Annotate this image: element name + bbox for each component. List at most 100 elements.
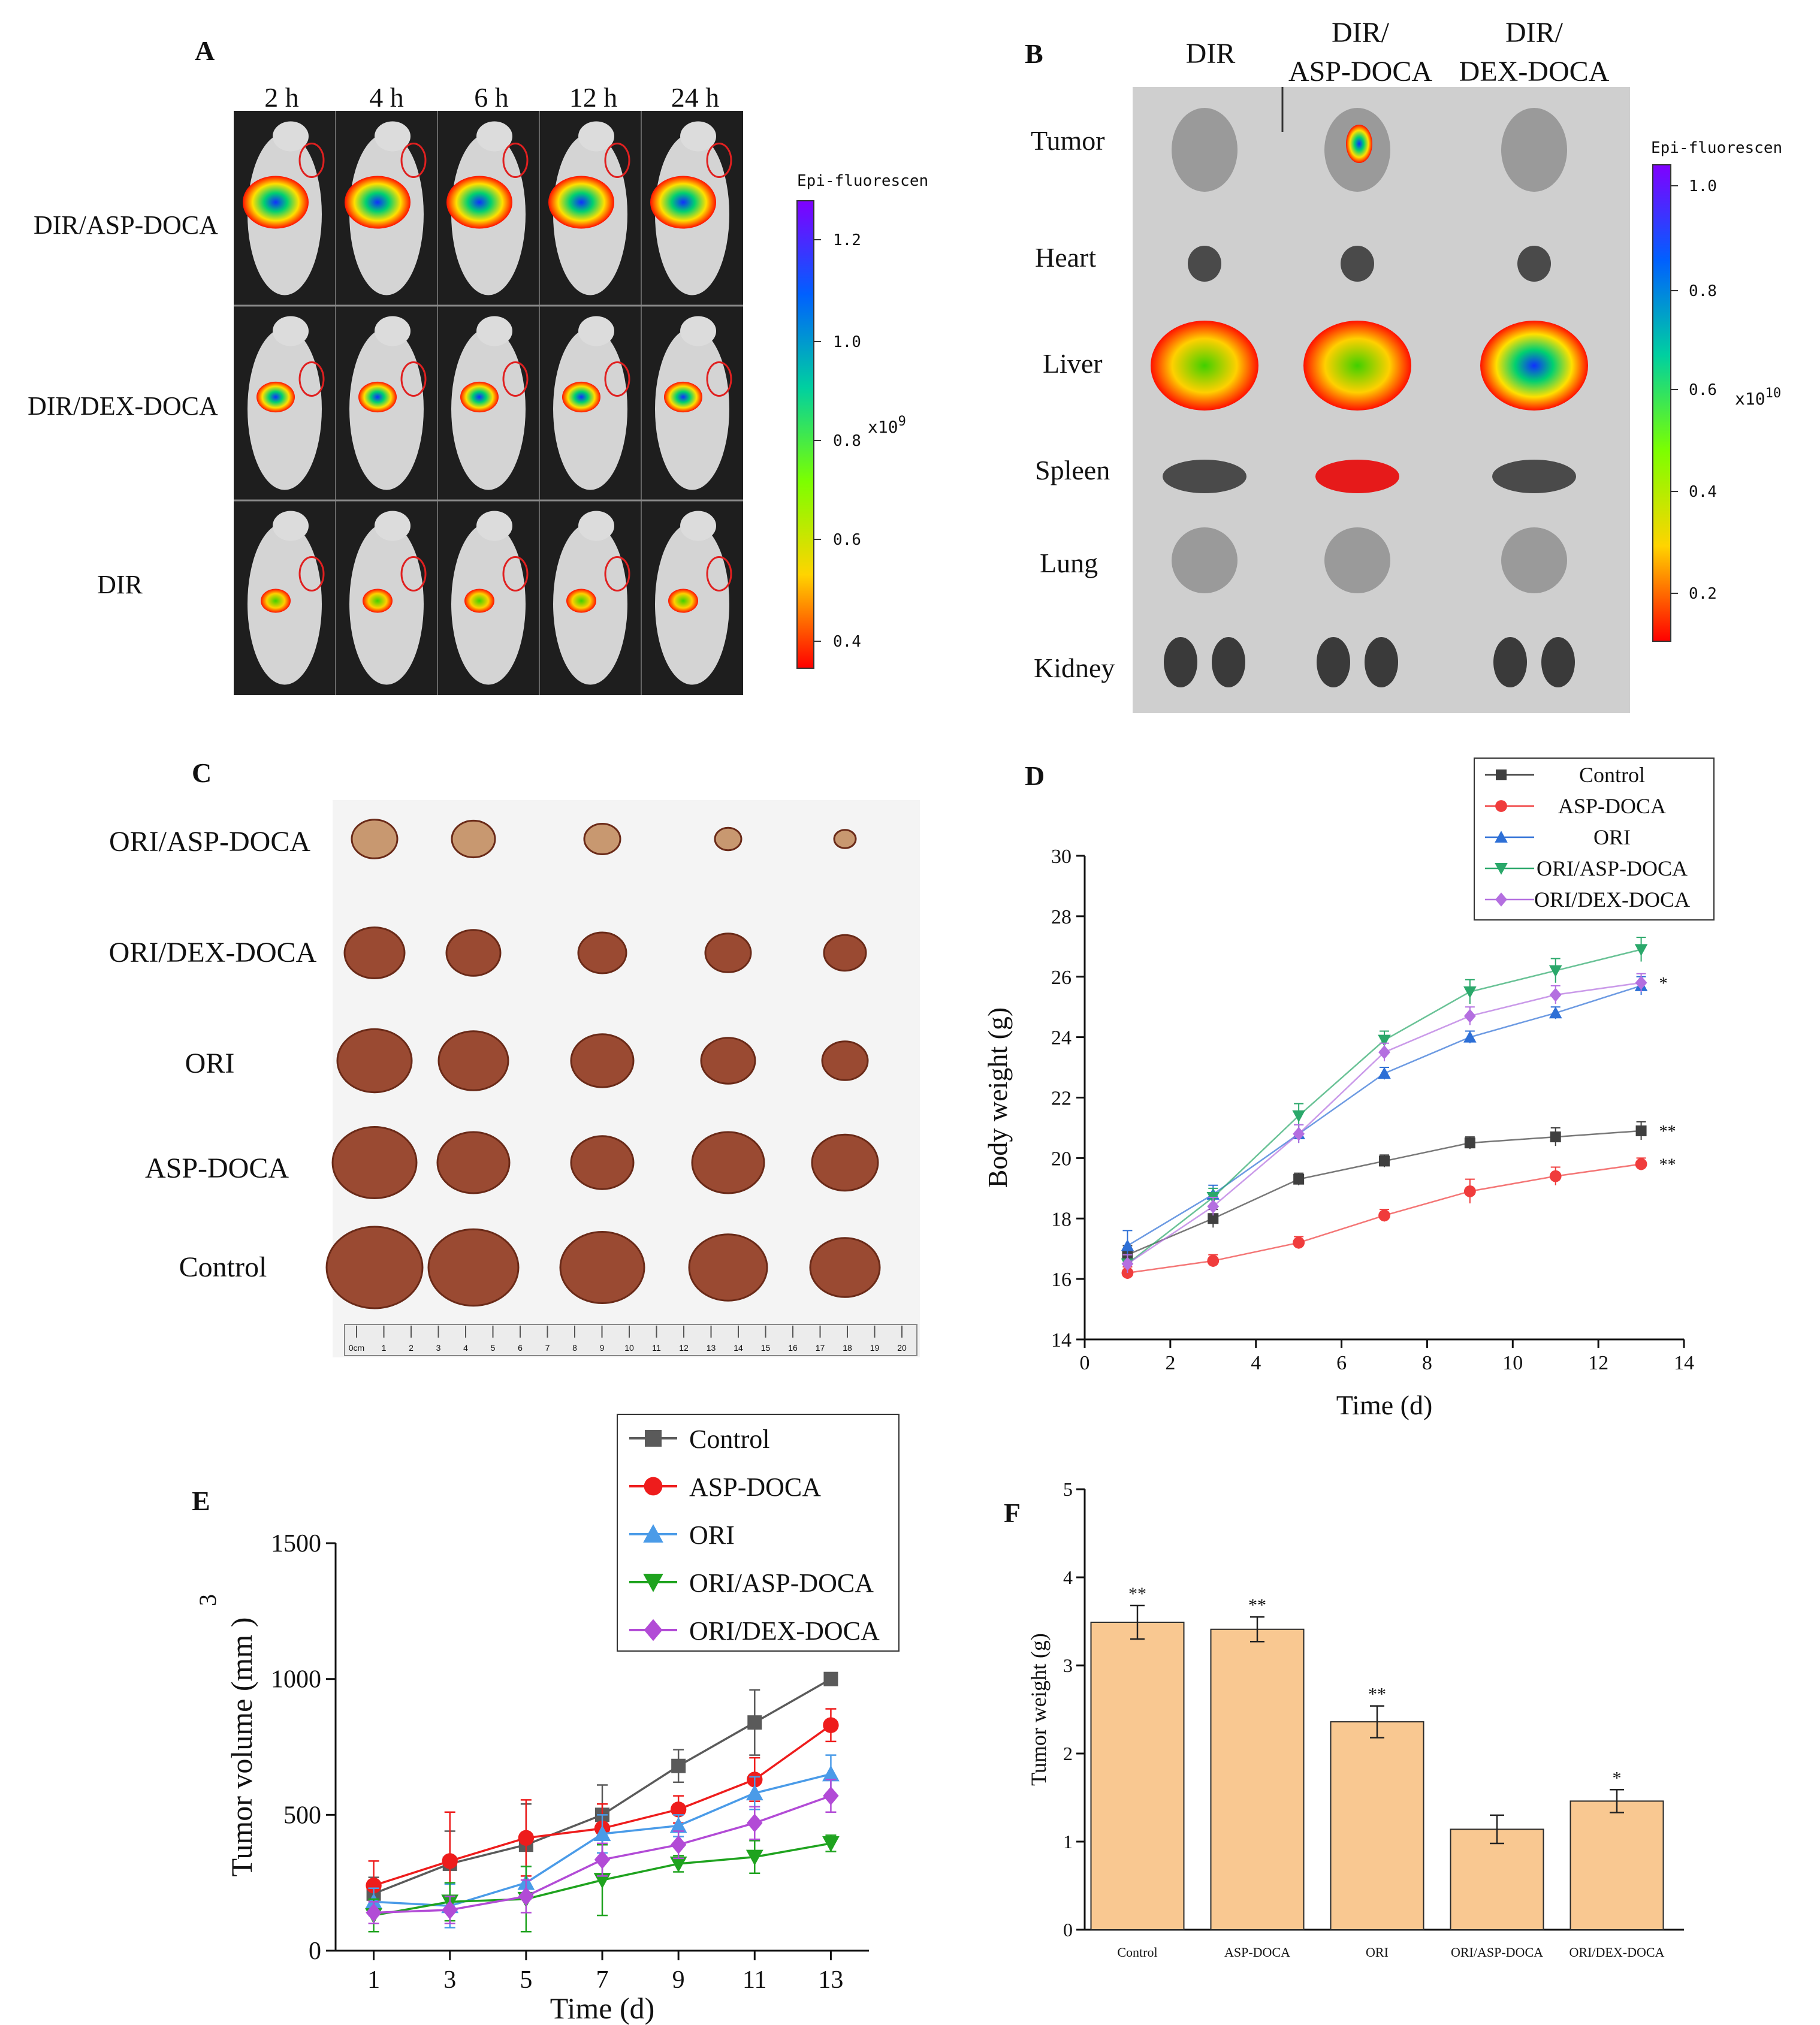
x-tick-label: 12 xyxy=(1588,1352,1608,1374)
tumor-specimen xyxy=(325,1226,424,1309)
data-point xyxy=(1293,1127,1305,1141)
data-point xyxy=(518,1887,535,1906)
ruler-label: 0cm xyxy=(349,1343,364,1353)
bar xyxy=(1570,1800,1664,1930)
x-tick-label: 4 xyxy=(1251,1352,1261,1374)
tumor-specimen xyxy=(577,931,627,974)
bar xyxy=(1330,1721,1424,1931)
data-point xyxy=(1495,892,1507,907)
y-tick-label: 2 xyxy=(1063,1743,1073,1764)
data-point xyxy=(1549,1006,1562,1019)
tumor-specimen xyxy=(823,934,867,972)
colorbar-tick-label: 1.0 xyxy=(1689,177,1717,195)
panel-a-colorbar-title: Epi-fluorescen xyxy=(797,172,928,190)
significance-annotation: ** xyxy=(1128,1584,1146,1604)
panel-a-row-label: DIR xyxy=(97,570,143,599)
data-point xyxy=(1293,1236,1305,1249)
ruler-label: 9 xyxy=(600,1343,605,1353)
significance-annotation: ** xyxy=(1659,1155,1676,1174)
y-tick-label: 1 xyxy=(1063,1831,1073,1852)
panel-c-ruler-ticks: 0cm 1 2 3 4 5 6 7 8 9 10 11 12 13 14 15 16 17 18 19 20 xyxy=(349,1326,907,1353)
organ-kidney xyxy=(1493,637,1527,687)
panel-c-row-label: ORI/ASP-DOCA xyxy=(109,826,310,858)
tumor-circle-marker xyxy=(298,143,325,178)
fluorescence-signal xyxy=(664,381,702,413)
x-tick-label: ORI/ASP-DOCA xyxy=(1451,1945,1543,1960)
mouse-head xyxy=(578,316,614,346)
y-axis-title: Tumor volume (mm ) xyxy=(225,1617,258,1877)
tumor-circle-marker xyxy=(502,556,529,591)
mouse-head xyxy=(273,121,309,152)
data-point xyxy=(442,1853,458,1869)
y-tick-label: 500 xyxy=(283,1801,321,1829)
y-axis-title: Body weight (g) xyxy=(982,1007,1013,1188)
panel-b-colorbar-title: Epi-fluorescen xyxy=(1651,139,1782,157)
tumor-specimen xyxy=(437,1030,509,1091)
tumor-specimen xyxy=(343,927,406,979)
panel-b-organ-label: Liver xyxy=(1043,348,1103,379)
panel-a-mouse-images xyxy=(234,111,743,695)
y-tick-label: 28 xyxy=(1051,906,1072,928)
data-point xyxy=(1378,1209,1390,1222)
organ xyxy=(1303,321,1411,411)
panel-c: C ORI/ASP-DOCA ORI/DEX-DOCA ORI ASP-DOCA… xyxy=(109,758,920,1357)
significance-annotation: ** xyxy=(1368,1685,1386,1704)
panel-e-letter: E xyxy=(192,1486,210,1516)
y-axis-title: Tumor weight (g) xyxy=(1027,1633,1051,1786)
legend-label: Control xyxy=(689,1425,769,1454)
panel-b-organ-label: Kidney xyxy=(1034,653,1115,683)
tumor-specimen xyxy=(570,1033,635,1088)
organ xyxy=(1188,246,1221,282)
panel-a-letter: A xyxy=(195,35,215,66)
data-point xyxy=(1208,1213,1219,1224)
tumor-specimen xyxy=(336,1028,413,1094)
organ-kidney xyxy=(1164,637,1197,687)
organ xyxy=(1480,321,1588,411)
legend: Control ASP-DOCA ORI ORI/ASP-DOCA ORI/DEX-DO… xyxy=(617,1414,900,1652)
tumor-specimen xyxy=(331,1126,418,1199)
mouse-head xyxy=(476,316,512,346)
x-tick-label: 2 xyxy=(1165,1352,1175,1374)
organ xyxy=(1492,460,1576,493)
data-point xyxy=(823,1671,838,1686)
data-point xyxy=(669,1817,687,1833)
fluorescence-signal xyxy=(464,589,494,613)
panel-a-colorbar-ticks: 1.2 1.0 0.8 0.6 0.4 xyxy=(814,231,861,651)
data-point xyxy=(593,1825,611,1842)
legend-label: ORI/ASP-DOCA xyxy=(1537,856,1688,880)
organ-kidney xyxy=(1541,637,1575,687)
fluorescence-signal xyxy=(243,176,309,229)
tumor-circle-marker xyxy=(400,361,427,397)
fluorescence-signal xyxy=(566,589,596,613)
bar xyxy=(1450,1828,1544,1930)
ruler-label: 1 xyxy=(382,1343,387,1353)
panel-a-row-label: DIR/ASP-DOCA xyxy=(34,210,218,240)
y-tick-label: 16 xyxy=(1051,1269,1072,1291)
tumor-specimen xyxy=(833,829,857,849)
x-axis-title: Time (d) xyxy=(550,1991,655,2025)
tumor-circle-marker xyxy=(400,143,427,178)
tumor-circle-marker xyxy=(604,143,630,178)
y-tick-label: 20 xyxy=(1051,1148,1072,1170)
tumor-circle-marker xyxy=(298,361,325,397)
mouse-head xyxy=(578,121,614,152)
ruler-label: 10 xyxy=(624,1343,634,1353)
data-point xyxy=(1549,1170,1562,1182)
x-tick-label: 8 xyxy=(1422,1352,1432,1374)
panel-a: A 2 h 4 h 6 h 12 h 24 h DIR/ASP-DOCA DIR… xyxy=(28,35,928,695)
y-tick-label: 1000 xyxy=(271,1666,321,1694)
panel-c-row-label: ORI/DEX-DOCA xyxy=(109,937,317,968)
x-tick-label: 3 xyxy=(443,1966,456,1994)
ruler-label: 18 xyxy=(843,1343,852,1353)
y-tick-label: 3 xyxy=(1063,1655,1073,1676)
panel-b-organ-label: Heart xyxy=(1035,242,1096,273)
tumor-specimen xyxy=(583,823,621,855)
y-tick-label: 0 xyxy=(309,1938,321,1965)
y-tick-label: 22 xyxy=(1051,1088,1072,1110)
organ xyxy=(1172,527,1238,593)
fluorescence-signal xyxy=(460,381,499,413)
organ xyxy=(1324,527,1390,593)
ruler-label: 19 xyxy=(870,1343,880,1353)
data-point xyxy=(366,1903,382,1923)
